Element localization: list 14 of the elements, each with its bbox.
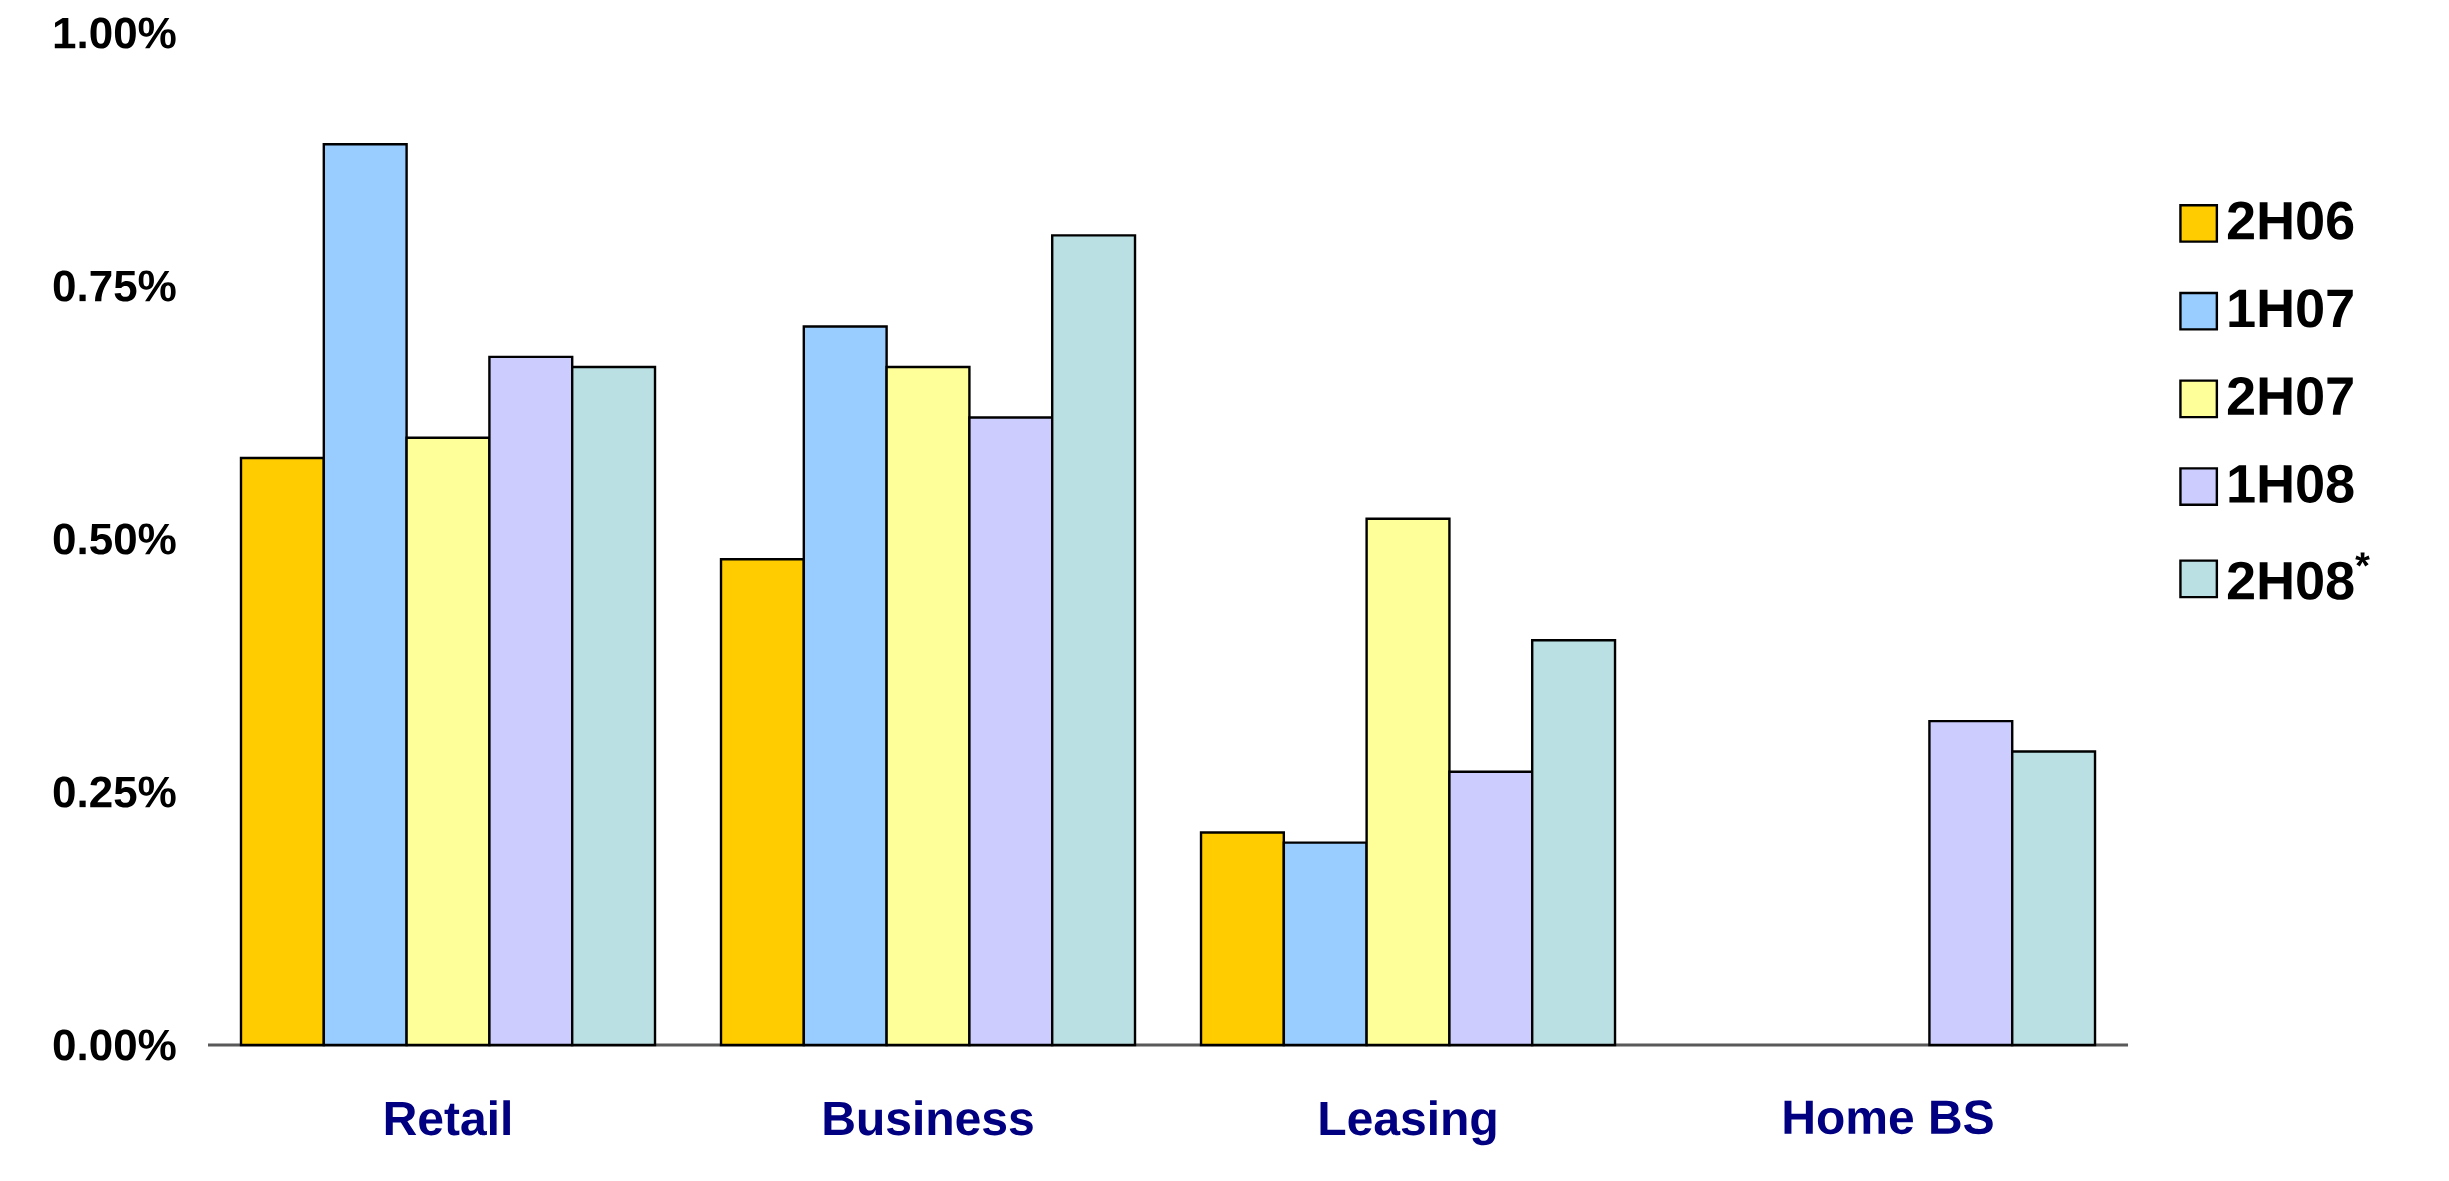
legend-label: 2H07 <box>2227 377 2353 416</box>
x-tick-label: Business <box>824 1100 1033 1136</box>
y-tick-label: 1.00% <box>54 17 176 49</box>
y-tick-label: 0.25% <box>53 776 176 808</box>
x-tick-label: Leasing <box>1320 1100 1496 1146</box>
x-tick-label: Home BS <box>1784 1100 1993 1135</box>
legend-label: 2H06 <box>2227 201 2354 240</box>
legend-label: 1H08 <box>2229 464 2354 503</box>
y-tick-label: 0.50% <box>53 523 176 555</box>
y-tick-label: 0.75% <box>53 270 176 302</box>
legend-label: 1H07 <box>2229 289 2353 328</box>
y-tick-label: 0.00% <box>53 1029 176 1061</box>
legend-label: 2H08$^{*}$ <box>2227 552 2370 600</box>
x-tick-label: Retail <box>385 1100 510 1136</box>
